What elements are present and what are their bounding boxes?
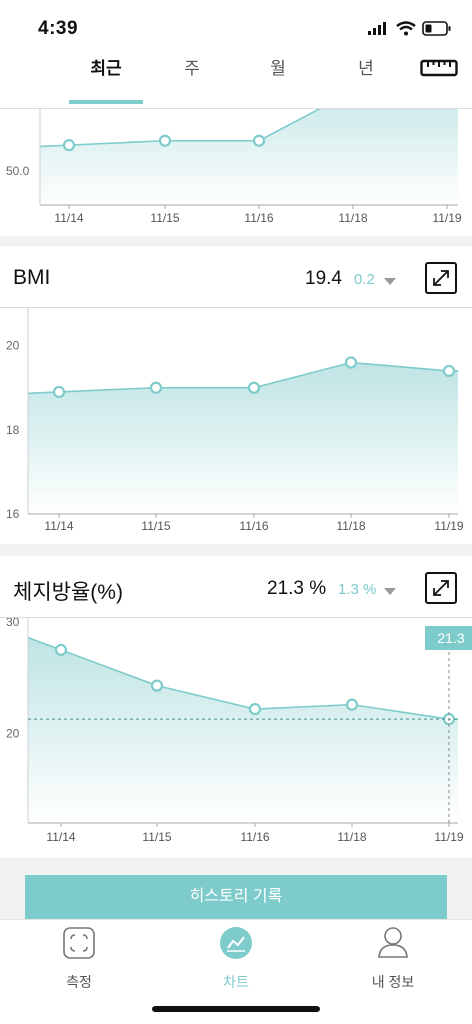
body-fat-value: 21.3 % xyxy=(267,578,327,599)
nav-measure-label: 측정 xyxy=(66,974,92,990)
status-time: 4:39 xyxy=(38,18,79,39)
x-tick-label: 11/16 xyxy=(244,211,273,225)
data-point xyxy=(252,134,266,147)
status-bar: 4:39 xyxy=(0,0,472,48)
data-point xyxy=(344,356,358,369)
ruler-icon[interactable] xyxy=(420,56,458,80)
bmi-header: BMI 19.4 0.2 xyxy=(0,246,472,308)
body-fat-card: 체지방율(%) 21.3 % 1.3 % 20 30 11/14 11/15 11/16… xyxy=(0,556,472,858)
weight-chart-card: 50.0 11/14 11/15 11/16 11/18 11/19 xyxy=(0,108,472,236)
tab-recent[interactable]: 최근 xyxy=(90,59,122,78)
chart-icon xyxy=(220,927,252,959)
nav-chart[interactable]: 차트 xyxy=(181,920,291,1000)
caret-down-icon xyxy=(384,588,396,595)
x-tick-label: 11/18 xyxy=(336,519,365,533)
x-tick-label: 11/15 xyxy=(141,519,170,533)
x-tick-label: 11/14 xyxy=(44,519,73,533)
data-point xyxy=(442,364,456,378)
area-fill xyxy=(28,362,458,514)
data-point xyxy=(54,643,68,657)
data-point xyxy=(345,698,359,711)
area-fill xyxy=(28,637,458,823)
tab-year[interactable]: 년 xyxy=(358,59,374,78)
y-tick-label: 50.0 xyxy=(6,164,30,178)
bmi-chart: 16 18 20 11/14 11/15 11/16 11/18 11/19 xyxy=(6,308,464,533)
x-tick-label: 11/15 xyxy=(142,830,171,844)
tab-week[interactable]: 주 xyxy=(184,59,200,78)
bmi-card: BMI 19.4 0.2 16 18 20 11/14 11/15 11/16 11/18 1… xyxy=(0,246,472,544)
y-tick-label: 16 xyxy=(6,507,20,521)
period-tabs: 최근 주 월 년 xyxy=(0,48,472,108)
x-tick-label: 11/18 xyxy=(338,211,367,225)
x-tick-label: 11/16 xyxy=(240,830,269,844)
x-tick-label: 11/18 xyxy=(337,830,366,844)
person-icon xyxy=(378,927,408,958)
body-fat-change: 1.3 % xyxy=(338,581,377,598)
x-tick-label: 11/19 xyxy=(434,830,463,844)
battery-icon xyxy=(422,20,451,36)
x-tick-label: 11/15 xyxy=(150,211,179,225)
bmi-change: 0.2 xyxy=(354,271,375,288)
value-tooltip-label: 21.3 xyxy=(437,630,464,646)
nav-chart-label: 차트 xyxy=(223,974,249,990)
data-point xyxy=(52,385,66,399)
x-tick-label: 11/14 xyxy=(54,211,83,225)
tab-month[interactable]: 월 xyxy=(270,59,286,78)
y-tick-label: 20 xyxy=(6,339,20,353)
body-fat-chart: 20 30 11/14 11/15 11/16 11/18 11/19 21.3 xyxy=(6,618,472,844)
nav-measure[interactable]: 측정 xyxy=(24,920,134,1000)
data-point xyxy=(158,134,172,147)
bmi-value: 19.4 xyxy=(305,268,342,289)
y-tick-label: 18 xyxy=(6,423,20,437)
value-tooltip xyxy=(425,626,472,650)
weight-chart: 50.0 11/14 11/15 11/16 11/18 11/19 xyxy=(6,109,462,225)
body-fat-title: 체지방율(%) xyxy=(13,581,123,604)
bmi-chart-area: 16 18 20 11/14 11/15 11/16 11/18 11/19 xyxy=(0,308,472,544)
area-fill xyxy=(40,109,458,205)
expand-icon[interactable] xyxy=(425,572,457,604)
nav-profile-label: 내 정보 xyxy=(371,974,415,990)
data-point xyxy=(150,679,164,692)
data-point xyxy=(62,139,76,152)
history-record-button[interactable]: 히스토리 기록 xyxy=(25,875,447,919)
nav-profile[interactable]: 내 정보 xyxy=(338,920,448,1000)
y-tick-label: 30 xyxy=(6,618,20,629)
caret-down-icon xyxy=(384,278,396,285)
y-tick-label: 20 xyxy=(6,727,20,741)
x-tick-label: 11/19 xyxy=(434,519,463,533)
x-tick-label: 11/14 xyxy=(46,830,75,844)
data-point xyxy=(247,381,261,394)
bmi-title: BMI xyxy=(13,266,51,289)
cellular-signal-icon xyxy=(368,22,386,35)
data-point xyxy=(248,702,262,716)
x-tick-label: 11/16 xyxy=(239,519,268,533)
active-tab-indicator xyxy=(69,100,143,104)
home-indicator xyxy=(152,1006,320,1012)
x-tick-label: 11/19 xyxy=(432,211,461,225)
data-point xyxy=(149,381,163,394)
body-fat-header: 체지방율(%) 21.3 % 1.3 % xyxy=(0,556,472,618)
body-fat-chart-area: 20 30 11/14 11/15 11/16 11/18 11/19 21.3 xyxy=(0,618,472,858)
status-icons xyxy=(368,20,452,36)
scale-icon xyxy=(63,927,95,959)
expand-icon[interactable] xyxy=(425,262,457,294)
wifi-icon xyxy=(396,20,416,35)
